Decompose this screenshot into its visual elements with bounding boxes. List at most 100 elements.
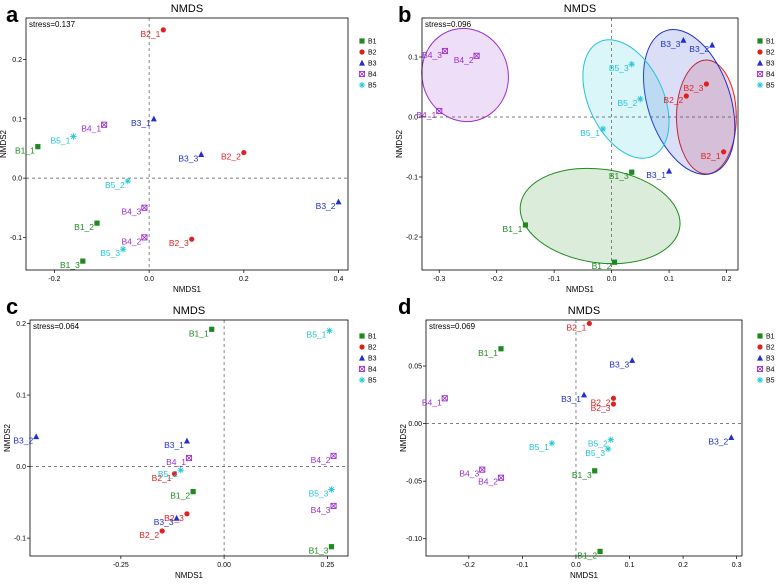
point-b3-1 [150, 115, 157, 122]
y-axis-label: NMDS2 [3, 423, 12, 452]
legend-entry: B4 [368, 367, 377, 374]
data-points: B1_1B1_2B1_3B2_1B2_2B2_3B3_1B3_2B3_3B4_1… [15, 27, 342, 270]
legend-entry: B2 [766, 345, 775, 352]
stress-label: stress=0.064 [33, 322, 80, 331]
y-tick-label: 0.0 [408, 115, 418, 122]
point-label: B5_1 [529, 442, 549, 452]
point-b3-1 [183, 437, 190, 444]
point-label: B2_1 [566, 322, 586, 332]
legend-marker-b5 [358, 81, 366, 89]
y-axis-label: NMDS2 [0, 129, 8, 158]
legend-marker-b3 [757, 59, 763, 66]
y-tick-label: -0.1 [10, 235, 22, 242]
point-b4-2 [330, 452, 337, 459]
legend-entry: B5 [766, 83, 775, 90]
point-label: B4_1 [416, 110, 436, 120]
point-label: B4_2 [311, 455, 331, 465]
point-label: B5_1 [307, 330, 327, 340]
point-b1-2 [94, 220, 100, 226]
stress-label: stress=0.069 [429, 322, 476, 331]
y-tick-label: 0.00 [408, 421, 422, 428]
point-label: B2_1 [140, 29, 160, 39]
x-tick-label: 0.25 [321, 562, 335, 569]
point-label: B4_3 [459, 469, 479, 479]
point-label: B1_2 [592, 261, 612, 271]
point-b5-3 [328, 486, 335, 493]
point-b5-1 [70, 133, 77, 140]
point-b3-1 [581, 391, 587, 398]
point-b2-3 [703, 81, 710, 87]
point-label: B3_3 [154, 517, 174, 527]
point-label: B2_3 [169, 238, 189, 248]
point-label: B4_2 [454, 55, 474, 65]
panel-b: b NMDS stress=0.096 -0.3 -0.2 -0.1 0.0 0.1 0.2 -0… [395, 2, 775, 294]
point-label: B5_3 [309, 488, 329, 498]
x-axis-label: NMDS1 [566, 285, 595, 294]
point-b3-3 [680, 37, 687, 43]
y-tick-label: 0.1 [12, 116, 22, 123]
x-tick-label: 0.2 [722, 276, 732, 283]
legend-entry: B2 [766, 50, 775, 57]
point-b1-3 [629, 169, 635, 175]
ellipse-b1 [519, 167, 681, 265]
x-tick-label: 0.00 [217, 562, 231, 569]
point-b5-1 [326, 327, 333, 334]
legend-marker-b4 [358, 365, 366, 373]
point-b1-2 [597, 548, 603, 554]
legend-entry: B3 [368, 61, 377, 68]
x-tick-label: -0.3 [433, 276, 445, 283]
point-label: B2_2 [591, 397, 611, 407]
point-label: B5_2 [158, 469, 178, 479]
legend-marker-b2 [359, 49, 365, 55]
x-tick-label: -0.2 [491, 276, 503, 283]
panel-a: a NMDS stress=0.137 -0.2 0.0 0.2 0.4 -0.1 0.0 0.1… [0, 2, 377, 294]
legend-marker-b3 [359, 354, 365, 361]
point-label: B5_3 [100, 248, 120, 258]
point-b4-3 [330, 502, 337, 509]
point-label: B4_1 [166, 457, 186, 467]
legend-marker-b1 [359, 333, 365, 339]
data-points: B1_1B1_2B1_3B2_1B2_2B2_3B3_1B3_2B3_3B4_1… [422, 320, 735, 560]
point-b5-2 [637, 95, 644, 103]
point-label: B1_1 [15, 146, 35, 156]
stress-label: stress=0.137 [29, 20, 76, 29]
point-b5-2 [607, 436, 614, 443]
plot-frame [421, 17, 739, 271]
legend: B1 B2 B3 B4 B5 [756, 38, 775, 90]
legend-entry: B2 [368, 345, 377, 352]
point-label: B4_3 [422, 50, 442, 60]
panel-d: d NMDS stress=0.069 -0.2 -0.1 0.0 0.1 0.2 0.3 -0.… [398, 294, 775, 580]
x-tick-label: 0.1 [625, 562, 635, 569]
point-b1-1 [498, 346, 504, 352]
point-label: B3_1 [131, 118, 151, 128]
point-b3-3 [198, 151, 205, 157]
y-axis-label: NMDS2 [395, 129, 404, 158]
x-tick-label: 0.4 [334, 276, 344, 283]
point-label: B2_2 [663, 95, 683, 105]
point-b1-1 [209, 326, 215, 332]
point-b5-3 [119, 246, 127, 253]
chart-title: NMDS [564, 3, 596, 15]
point-label: B5_1 [580, 128, 600, 138]
point-b4-2 [473, 52, 480, 59]
x-tick-label: 0.0 [607, 276, 617, 283]
point-label: B3_2 [316, 201, 336, 211]
point-label: B1_3 [609, 171, 629, 181]
point-b5-3 [604, 445, 612, 453]
legend-entry: B1 [766, 334, 775, 341]
point-b3-1 [666, 167, 673, 174]
point-b2-1 [171, 471, 178, 477]
legend-entry: B5 [766, 378, 775, 385]
point-label: B3_2 [13, 436, 33, 446]
point-label: B4_1 [422, 397, 442, 407]
chart-title: NMDS [568, 305, 600, 317]
point-b4-1 [436, 107, 443, 115]
point-b4-3 [479, 466, 486, 473]
y-tick-label: 0.0 [16, 464, 26, 471]
point-b2-2 [241, 149, 247, 156]
point-label: B2_3 [684, 83, 704, 93]
legend-marker-b2 [757, 49, 763, 55]
legend-marker-b1 [359, 38, 365, 44]
point-label: B1_1 [503, 224, 523, 234]
point-b3-2 [709, 41, 716, 48]
